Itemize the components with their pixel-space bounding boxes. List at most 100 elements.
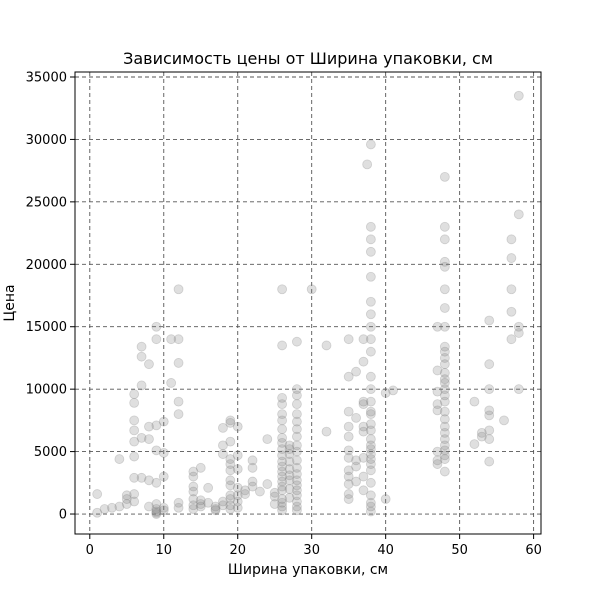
scatter-point — [144, 421, 154, 432]
scatter-point — [439, 450, 450, 461]
scatter-point — [484, 359, 495, 370]
scatter-point — [439, 384, 450, 395]
scatter-point — [210, 504, 221, 514]
scatter-point — [484, 410, 495, 421]
scatter-point — [365, 384, 376, 395]
scatter-point — [284, 449, 295, 459]
scatter-point — [484, 456, 495, 467]
x-axis-title: Ширина упаковки, см — [228, 562, 388, 578]
scatter-point — [343, 494, 354, 504]
scatter-point — [232, 502, 243, 513]
scatter-point — [218, 449, 228, 459]
scatter-point — [358, 452, 369, 463]
scatter-point — [240, 489, 251, 499]
scatter-point — [351, 476, 361, 487]
scatter-point — [365, 477, 376, 488]
scatter-point — [306, 284, 317, 295]
scatter-point — [129, 415, 140, 426]
scatter-point — [365, 296, 376, 307]
scatter-point — [484, 315, 495, 326]
scatter-point — [292, 440, 302, 451]
scatter-point — [292, 409, 302, 420]
scatter-point — [432, 405, 443, 416]
scatter-point — [358, 356, 369, 367]
scatter-point — [499, 415, 509, 426]
scatter-point — [225, 415, 236, 426]
scatter-point — [136, 432, 147, 443]
scatter-point — [107, 502, 117, 513]
scatter-point — [513, 209, 524, 220]
scatter-point — [92, 489, 103, 499]
scatter-point — [292, 490, 302, 501]
scatter-point — [365, 409, 376, 420]
y-tick-label: 30000 — [26, 133, 67, 148]
scatter-point — [439, 421, 450, 432]
scatter-point — [292, 505, 302, 516]
scatter-point — [284, 475, 295, 486]
scatter-point — [158, 416, 169, 427]
scatter-point — [144, 434, 154, 445]
scatter-point — [321, 426, 332, 437]
scatter-point — [343, 452, 354, 463]
scatter-point — [218, 440, 228, 451]
scatter-point — [195, 462, 206, 473]
scatter-point — [365, 139, 376, 150]
scatter-point — [173, 396, 184, 407]
scatter-point — [151, 477, 162, 488]
scatter-point — [225, 475, 236, 486]
scatter-point — [365, 246, 376, 257]
scatter-point — [292, 390, 302, 401]
scatter-point — [232, 496, 243, 507]
scatter-point — [277, 340, 288, 351]
scatter-point — [151, 420, 162, 431]
scatter-point — [195, 501, 206, 512]
scatter-point — [292, 431, 302, 442]
scatter-point — [321, 340, 332, 351]
scatter-point — [439, 353, 450, 363]
scatter-point — [121, 499, 132, 509]
scatter-point — [136, 380, 147, 391]
scatter-point — [351, 366, 361, 377]
scatter-point — [218, 496, 228, 507]
scatter-point — [247, 455, 258, 466]
x-tick-label: 30 — [303, 543, 320, 558]
scatter-point — [292, 496, 302, 507]
scatter-point — [439, 171, 450, 182]
scatter-point — [432, 459, 443, 469]
scatter-point — [129, 436, 140, 447]
scatter-point — [365, 309, 376, 320]
scatter-point — [277, 481, 288, 492]
scatter-point — [173, 358, 184, 368]
scatter-point — [484, 434, 495, 445]
scatter-point — [358, 471, 369, 482]
scatter-point — [484, 405, 495, 416]
scatter-point — [439, 427, 450, 438]
scatter-point — [158, 447, 169, 458]
scatter-point — [173, 497, 184, 508]
scatter-point — [284, 444, 295, 454]
scatter-point — [506, 306, 517, 317]
scatter-point — [388, 385, 398, 396]
scatter-point — [232, 450, 243, 461]
scatter-point — [292, 446, 302, 457]
scatter-point — [173, 502, 184, 513]
scatter-point — [114, 501, 125, 512]
scatter-point — [358, 426, 369, 437]
scatter-point — [121, 494, 132, 504]
scatter-point — [432, 455, 443, 466]
scatter-point — [277, 399, 288, 410]
y-tick-label: 5000 — [34, 445, 67, 460]
scatter-point — [277, 415, 288, 426]
scatter-point — [365, 465, 376, 476]
scatter-point — [277, 450, 288, 461]
scatter-point — [151, 507, 162, 518]
scatter-point — [365, 497, 376, 508]
scatter-point — [365, 459, 376, 469]
scatter-point — [151, 321, 162, 332]
scatter-point — [292, 462, 302, 473]
scatter-point — [365, 506, 376, 517]
scatter-point — [225, 436, 236, 447]
scatter-point — [269, 487, 280, 498]
scatter-point — [277, 437, 288, 448]
scatter-point — [439, 378, 450, 388]
